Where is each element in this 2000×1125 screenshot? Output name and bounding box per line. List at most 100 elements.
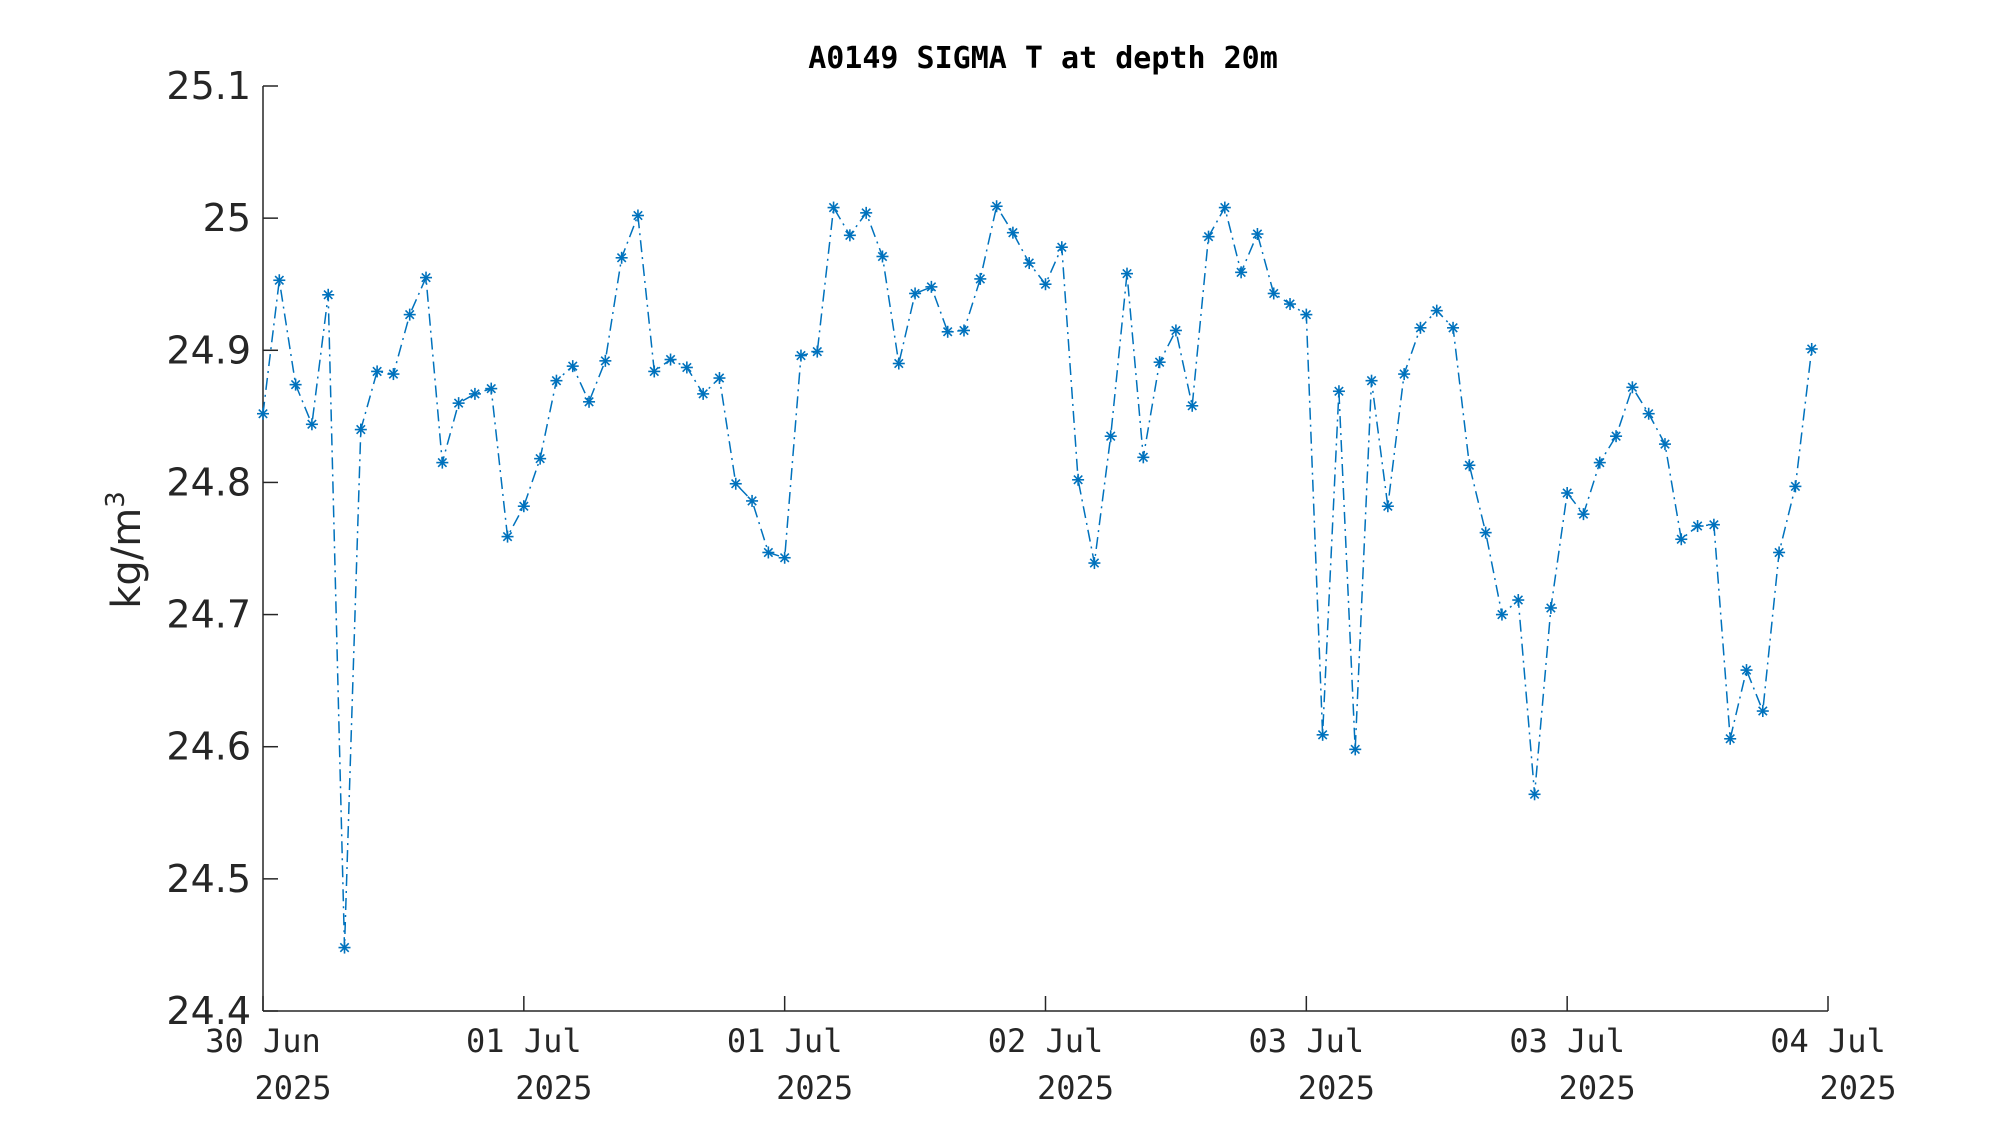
x-tick-label-day: 30 Jun <box>205 1022 321 1060</box>
chart-title: A0149 SIGMA T at depth 20m <box>808 41 1278 76</box>
data-point <box>1479 526 1492 539</box>
data-point <box>778 551 791 564</box>
y-tick-label: 24.4 <box>166 989 251 1033</box>
data-point <box>289 378 302 391</box>
data-point <box>827 201 840 214</box>
x-tick-label-year: 2025 <box>1559 1069 1636 1107</box>
data-point <box>974 272 987 285</box>
data-point <box>631 209 644 222</box>
data-point <box>436 456 449 469</box>
x-tick-label-day: 01 Jul <box>727 1022 843 1060</box>
data-point <box>1658 438 1671 451</box>
data-point <box>1267 287 1280 300</box>
data-point <box>534 452 547 465</box>
data-point <box>566 360 579 373</box>
data-point <box>1414 321 1427 334</box>
y-axis-label-unit: kg/m <box>104 508 150 609</box>
x-tick-label-year: 2025 <box>1819 1069 1896 1107</box>
data-point <box>1544 601 1557 614</box>
data-point <box>550 374 563 387</box>
data-point <box>1577 508 1590 521</box>
data-point <box>746 494 759 507</box>
data-point <box>403 308 416 321</box>
data-point <box>664 353 677 366</box>
data-point <box>322 288 335 301</box>
x-tick-label-day: 04 Jul <box>1770 1022 1886 1060</box>
data-point <box>1006 226 1019 239</box>
data-point <box>1528 788 1541 801</box>
data-point <box>257 407 269 420</box>
y-tick-label: 24.9 <box>166 328 251 372</box>
data-point <box>387 368 400 381</box>
data-point <box>1365 374 1378 387</box>
data-point <box>1235 266 1248 279</box>
data-point <box>892 357 905 370</box>
y-tick-label: 24.5 <box>166 857 251 901</box>
y-axis-label: kg/m3 <box>101 491 150 609</box>
data-point <box>1463 459 1476 472</box>
data-point <box>794 349 807 362</box>
data-point <box>1805 342 1818 355</box>
data-point <box>1756 705 1769 718</box>
data-point <box>583 395 596 408</box>
data-point <box>1349 743 1362 756</box>
data-point <box>1137 451 1150 464</box>
data-point <box>941 325 954 338</box>
data-point <box>1773 546 1786 559</box>
data-point <box>1332 385 1345 398</box>
data-point <box>1626 381 1639 394</box>
data-point <box>729 477 742 490</box>
data-point <box>1593 456 1606 469</box>
y-axis: 24.4 24.5 24.6 24.7 24.8 24.9 25 25.1 <box>166 64 278 1033</box>
data-point <box>648 365 661 378</box>
data-point <box>1072 473 1085 486</box>
data-point <box>1055 241 1068 254</box>
series-1 <box>257 200 1818 954</box>
data-point <box>957 324 970 337</box>
data-point <box>1153 356 1166 369</box>
data-point <box>485 382 498 395</box>
data-point <box>1398 368 1411 381</box>
y-tick-label: 24.7 <box>166 593 251 637</box>
x-tick-label-day: 03 Jul <box>1509 1022 1625 1060</box>
data-point <box>420 271 433 284</box>
y-tick-label: 24.8 <box>166 460 251 504</box>
x-tick-label-year: 2025 <box>776 1069 853 1107</box>
x-tick-label-year: 2025 <box>1298 1069 1375 1107</box>
data-point <box>452 397 465 410</box>
data-point <box>1707 518 1720 531</box>
data-point <box>1789 480 1802 493</box>
data-point <box>371 365 384 378</box>
data-point <box>354 423 367 436</box>
x-tick-label-day: 01 Jul <box>466 1022 582 1060</box>
data-point <box>305 418 318 431</box>
data-point <box>1740 664 1753 677</box>
data-point <box>1675 533 1688 546</box>
data-point <box>1169 324 1182 337</box>
x-tick-label-year: 2025 <box>1037 1069 1114 1107</box>
data-point <box>1104 430 1117 443</box>
data-point <box>1447 321 1460 334</box>
x-tick-label-day: 03 Jul <box>1249 1022 1365 1060</box>
data-point <box>925 280 938 293</box>
y-tick-label: 24.6 <box>166 725 251 769</box>
data-point <box>1561 487 1574 499</box>
data-point <box>680 361 693 374</box>
y-axis-label-superscript: 3 <box>101 491 131 508</box>
data-point <box>697 387 710 400</box>
data-point <box>1300 308 1313 321</box>
x-tick-label-day: 02 Jul <box>988 1022 1104 1060</box>
data-point <box>990 200 1003 213</box>
x-tick-label-year: 2025 <box>515 1069 592 1107</box>
data-point <box>1430 304 1443 317</box>
data-point <box>843 229 856 242</box>
data-point <box>468 387 481 400</box>
data-point <box>876 250 889 263</box>
data-point <box>1039 278 1052 291</box>
data-point <box>1023 257 1036 270</box>
data-point <box>1610 430 1623 443</box>
data-point <box>1121 267 1134 280</box>
data-point <box>1642 407 1655 420</box>
data-point <box>338 941 351 954</box>
data-point <box>1088 557 1101 570</box>
